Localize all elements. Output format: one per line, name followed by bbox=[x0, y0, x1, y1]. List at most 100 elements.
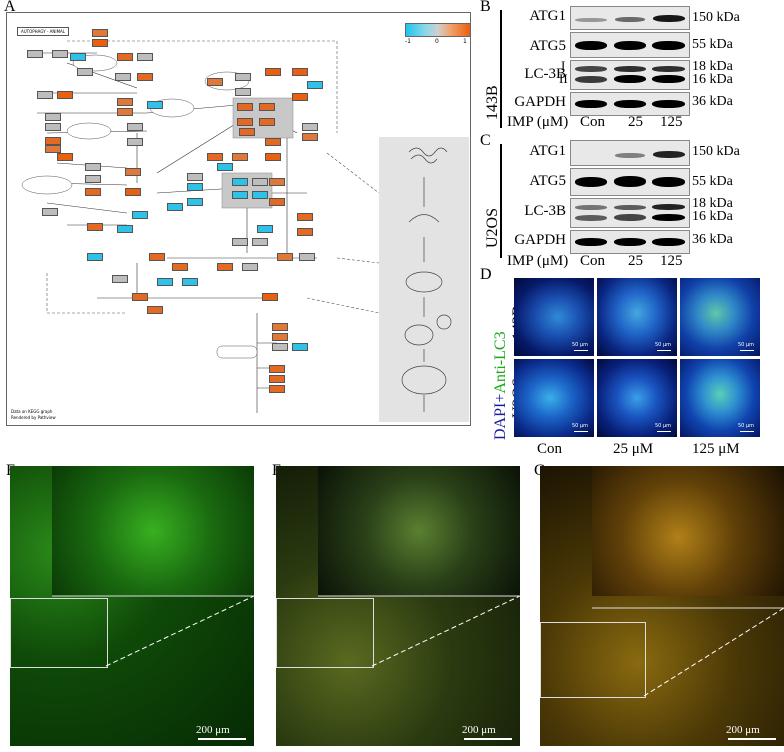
blot-b-kda-atg5: 55 kDa bbox=[692, 37, 733, 52]
blot-b-atg1 bbox=[570, 6, 690, 30]
gene-node bbox=[269, 375, 285, 383]
blot-c-kda-lc3-i: 18 kDa bbox=[692, 196, 733, 211]
panel-label-g: G bbox=[534, 462, 546, 480]
gene-node bbox=[252, 178, 268, 186]
gene-node bbox=[137, 53, 153, 61]
gene-node bbox=[269, 178, 285, 186]
blot-b-x-25: 25 bbox=[628, 114, 643, 130]
gene-node bbox=[147, 306, 163, 314]
gene-node bbox=[272, 343, 288, 351]
kegg-footer-line1: Data on KEGG graph bbox=[11, 409, 53, 414]
micrograph-e-zoom-box bbox=[10, 598, 108, 668]
gene-node bbox=[292, 93, 308, 101]
gene-node bbox=[297, 228, 313, 236]
blot-b-kda-lc3-ii: 16 kDa bbox=[692, 72, 733, 87]
micrograph-f-zoom-box bbox=[276, 598, 374, 668]
gene-node bbox=[232, 153, 248, 161]
gene-node bbox=[217, 263, 233, 271]
gene-node bbox=[45, 123, 61, 131]
blot-b-label-lc3b: LC-3B bbox=[524, 66, 566, 82]
gene-node bbox=[242, 263, 258, 271]
blot-c-bracket bbox=[500, 144, 502, 258]
blot-c-atg5 bbox=[570, 168, 690, 196]
blot-c-kda-atg5: 55 kDa bbox=[692, 174, 733, 189]
if-tile-143b-125: 50 μm bbox=[680, 278, 760, 356]
gene-node bbox=[85, 188, 101, 196]
gene-node bbox=[132, 293, 148, 301]
blot-b-kda-atg1: 150 kDa bbox=[692, 10, 740, 25]
gene-node bbox=[237, 103, 253, 111]
color-legend-bar bbox=[405, 23, 471, 37]
blot-b-x-con: Con bbox=[580, 114, 606, 130]
gene-node bbox=[269, 198, 285, 206]
blot-b-label-atg5: ATG5 bbox=[529, 38, 566, 54]
gene-node bbox=[292, 68, 308, 76]
gene-node bbox=[232, 238, 248, 246]
blot-c-label-atg1: ATG1 bbox=[529, 143, 566, 159]
gene-node bbox=[257, 225, 273, 233]
panel-label-d: D bbox=[480, 266, 492, 283]
kegg-pathway-diagram: AUTOPHAGY - ANIMAL -1 0 1 Data on KEGG g… bbox=[6, 12, 471, 426]
if-tile-u2os-125: 50 μm bbox=[680, 359, 760, 437]
gene-node bbox=[302, 123, 318, 131]
gene-node bbox=[292, 343, 308, 351]
micrograph-g-zoom-lines bbox=[592, 607, 784, 697]
if-tile-143b-con: 50 μm bbox=[514, 278, 594, 356]
blot-c-kda-lc3-ii: 16 kDa bbox=[692, 209, 733, 224]
blot-b-x-125: 125 bbox=[660, 114, 683, 130]
gene-node bbox=[147, 101, 163, 109]
gene-node bbox=[37, 91, 53, 99]
gene-node bbox=[132, 211, 148, 219]
gene-node bbox=[259, 103, 275, 111]
gene-node bbox=[232, 191, 248, 199]
blot-b-lc3-form-i: I bbox=[561, 58, 566, 73]
micrograph-g: 200 μm bbox=[540, 466, 784, 746]
kegg-footer-line2: Rendered by Pathview bbox=[11, 415, 56, 420]
gene-node bbox=[259, 118, 275, 126]
gene-node bbox=[297, 213, 313, 221]
gene-node bbox=[182, 278, 198, 286]
gene-node bbox=[272, 323, 288, 331]
blot-b-atg5 bbox=[570, 32, 690, 58]
gene-node bbox=[52, 50, 68, 58]
if-stain-lc3: Anti-LC3 bbox=[492, 331, 509, 394]
micrograph-g-scale: 200 μm bbox=[726, 724, 760, 736]
gene-node bbox=[235, 88, 251, 96]
autophagy-schematic-panel bbox=[379, 137, 469, 422]
if-cond-25: 25 μM bbox=[613, 441, 654, 457]
gene-node bbox=[207, 78, 223, 86]
kegg-title: AUTOPHAGY - ANIMAL bbox=[17, 27, 69, 36]
gene-node bbox=[217, 163, 233, 171]
blot-b-kda-gapdh: 36 kDa bbox=[692, 94, 733, 109]
blot-c-label-atg5: ATG5 bbox=[529, 173, 566, 189]
micrograph-e-scale: 200 μm bbox=[196, 724, 230, 736]
legend-tick-high: 1 bbox=[463, 38, 467, 45]
if-stain-label: DAPI+Anti-LC3 bbox=[492, 331, 510, 440]
gene-node bbox=[252, 238, 268, 246]
gene-node bbox=[117, 108, 133, 116]
gene-node bbox=[272, 333, 288, 341]
blot-c-atg1 bbox=[570, 140, 690, 166]
gene-node bbox=[27, 50, 43, 58]
gene-node bbox=[277, 253, 293, 261]
gene-node bbox=[117, 98, 133, 106]
gene-node bbox=[57, 91, 73, 99]
blot-c-x-title: IMP (μM) bbox=[507, 253, 569, 269]
gene-node bbox=[45, 137, 61, 145]
blot-c-kda-atg1: 150 kDa bbox=[692, 144, 740, 159]
if-tile-u2os-con: 50 μm bbox=[514, 359, 594, 437]
gene-node bbox=[252, 191, 268, 199]
gene-node bbox=[149, 253, 165, 261]
gene-node bbox=[57, 153, 73, 161]
micrograph-e-zoom-lines bbox=[52, 595, 254, 667]
blot-c-x-25: 25 bbox=[628, 253, 643, 269]
gene-node bbox=[265, 138, 281, 146]
gene-node bbox=[85, 163, 101, 171]
gene-node bbox=[42, 208, 58, 216]
gene-node bbox=[137, 73, 153, 81]
micrograph-e: 200 μm bbox=[10, 466, 254, 746]
gene-node bbox=[125, 168, 141, 176]
autophagy-stages-drawing bbox=[401, 147, 452, 412]
blot-b-lc3-form-ii: II bbox=[559, 71, 568, 86]
blot-b-bracket bbox=[500, 10, 502, 128]
